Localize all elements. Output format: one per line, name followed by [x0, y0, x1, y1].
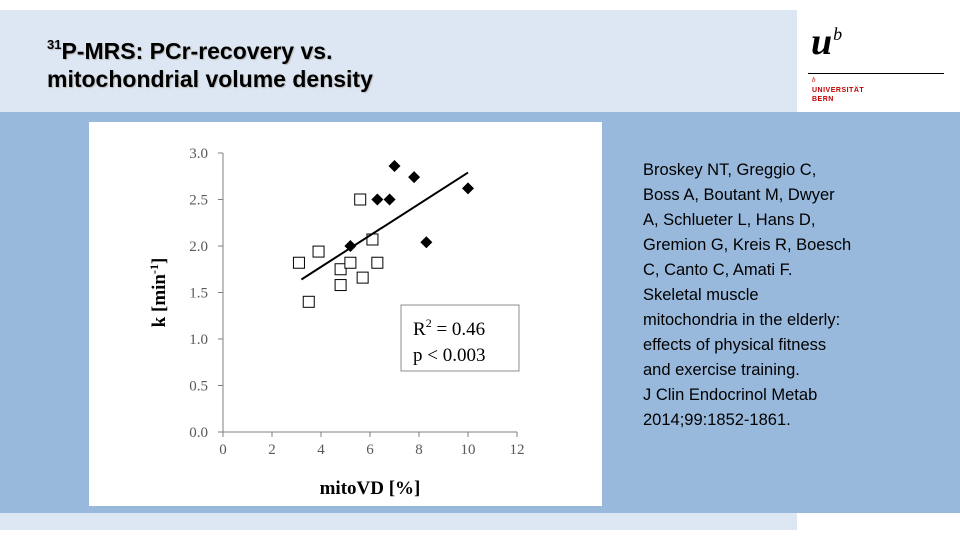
- data-point-open-square: [371, 256, 384, 269]
- y-axis-label: k [min-1]: [147, 258, 170, 328]
- data-point-filled-diamond: [408, 171, 421, 184]
- logo-mark-superscript: b: [833, 24, 843, 44]
- x-tick-label: 10: [461, 442, 476, 458]
- logo-text-line-1: UNIVERSITÄT: [812, 87, 865, 94]
- y-tick-label: 0.5: [189, 379, 208, 395]
- scatter-chart: 0 2 4 6 8 10 12 0.0 0.5 1.0 1.5 2.0 2.5 3.0 mitoVD [%…: [147, 146, 525, 499]
- citation-line: mitochondria in the elderly:: [643, 311, 841, 329]
- x-tick-label: 8: [415, 442, 423, 458]
- citation-line: Gremion G, Kreis R, Boesch: [643, 236, 852, 254]
- logo-mark: ub: [811, 14, 842, 62]
- y-tick-label: 1.5: [189, 286, 208, 302]
- annotation-r2-prefix: R: [413, 319, 426, 340]
- data-point-open-square: [344, 256, 357, 269]
- chart-ticks: 0 2 4 6 8 10 12 0.0 0.5 1.0 1.5 2.0 2.5 3.0: [189, 146, 524, 458]
- citation-line: 2014;99:1852-1861.: [643, 411, 791, 429]
- x-tick-label: 12: [510, 442, 525, 458]
- y-tick-label: 1.0: [189, 332, 208, 348]
- y-tick-label: 2.5: [189, 193, 208, 209]
- x-tick-label: 2: [268, 442, 276, 458]
- title-band: 31P-MRS: PCr-recovery vs. mitochondrial …: [0, 10, 797, 112]
- citation-line: J Clin Endocrinol Metab: [643, 386, 818, 404]
- data-point-filled-diamond: [420, 236, 433, 249]
- slide-title: 31P-MRS: PCr-recovery vs. mitochondrial …: [47, 37, 373, 93]
- logo-text-line-2: BERN: [812, 96, 834, 103]
- university-logo: ub b UNIVERSITÄT BERN: [808, 10, 948, 110]
- logo-text: UNIVERSITÄT BERN: [812, 86, 864, 104]
- x-tick-label: 4: [317, 442, 325, 458]
- logo-small-b: b: [812, 76, 816, 84]
- data-point-filled-diamond: [371, 193, 384, 206]
- citation-line: C, Canto C, Amati F.: [643, 261, 793, 279]
- citation-line: Skeletal muscle: [643, 286, 759, 304]
- data-point-filled-diamond: [383, 193, 396, 206]
- annotation-r2: R2 = 0.46: [413, 316, 485, 340]
- chart-annotation: R2 = 0.46 p < 0.003: [400, 304, 520, 372]
- annotation-box: [400, 304, 520, 372]
- y-tick-label: 2.0: [189, 239, 208, 255]
- chart-trendline-group: [300, 171, 469, 281]
- data-point-open-square: [354, 193, 367, 206]
- x-tick-label: 0: [219, 442, 227, 458]
- x-axis-label: mitoVD [%]: [320, 478, 421, 499]
- citation-line: effects of physical fitness: [643, 336, 827, 354]
- annotation-p-value: p < 0.003: [413, 345, 485, 366]
- y-axis-label-close: ]: [149, 258, 170, 264]
- chart-labels: mitoVD [%] k [min-1]: [147, 258, 420, 499]
- y-tick-label: 0.0: [189, 425, 208, 441]
- citation-line: and exercise training.: [643, 361, 800, 379]
- slide-title-line-1: 31P-MRS: PCr-recovery vs.: [47, 37, 373, 65]
- data-point-filled-diamond: [462, 182, 474, 195]
- logo-mark-letter: u: [811, 21, 833, 63]
- chart-axes: [222, 153, 517, 433]
- trendline: [300, 171, 469, 281]
- title-line-1-text: P-MRS: PCr-recovery vs.: [61, 38, 333, 64]
- footer-band: [0, 513, 797, 530]
- y-axis-label-main: k [min: [149, 274, 170, 328]
- y-axis-label-superscript: -1: [147, 264, 161, 274]
- citation-text: Broskey NT, Greggio C, Boss A, Boutant M,…: [643, 158, 933, 433]
- data-point-open-square: [356, 271, 369, 284]
- logo-rule: [808, 73, 944, 74]
- x-tick-label: 6: [366, 442, 374, 458]
- annotation-r2-superscript: 2: [426, 316, 432, 330]
- data-point-open-square: [334, 279, 347, 292]
- chart-marks: [292, 160, 474, 308]
- data-point-open-square: [302, 295, 315, 308]
- data-point-filled-diamond: [388, 160, 401, 173]
- slide-title-line-2: mitochondrial volume density: [47, 66, 373, 92]
- data-point-open-square: [312, 245, 325, 258]
- y-tick-label: 3.0: [189, 146, 208, 162]
- chart-panel: 0 2 4 6 8 10 12 0.0 0.5 1.0 1.5 2.0 2.5 3.0 mitoVD [%…: [89, 122, 602, 506]
- citation-line: Broskey NT, Greggio C,: [643, 161, 817, 179]
- title-superscript: 31: [47, 37, 62, 52]
- citation-line: A, Schlueter L, Hans D,: [643, 211, 816, 229]
- data-point-open-square: [292, 256, 305, 269]
- data-point-open-square: [334, 263, 347, 276]
- citation-line: Boss A, Boutant M, Dwyer: [643, 186, 835, 204]
- annotation-r2-value: = 0.46: [432, 319, 485, 340]
